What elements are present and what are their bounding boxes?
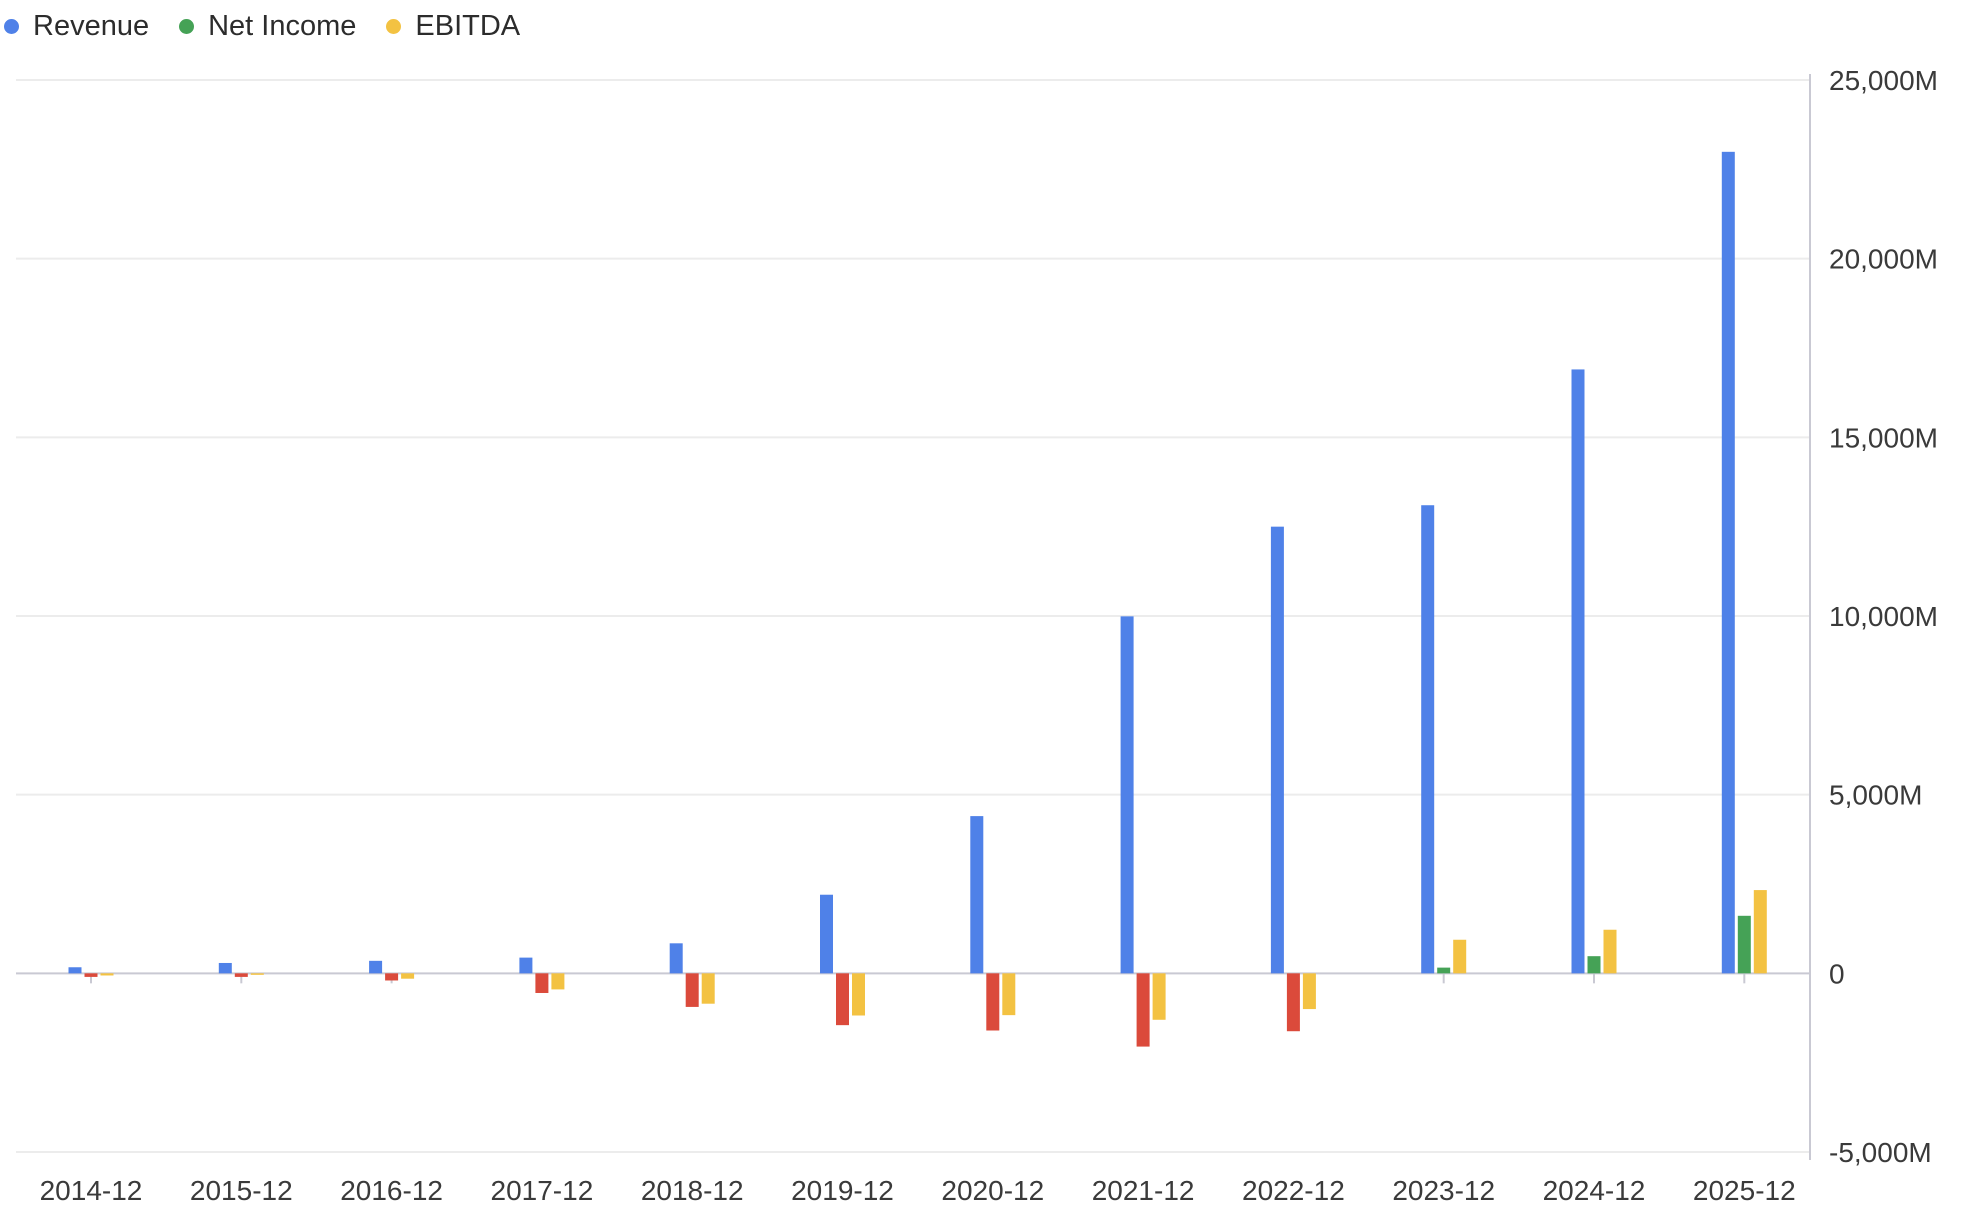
bar-revenue-2022-12[interactable] bbox=[1270, 526, 1284, 974]
y-tick-label: 0 bbox=[1829, 958, 1845, 989]
y-tick-label: 25,000M bbox=[1829, 65, 1938, 96]
x-tick-label: 2025-12 bbox=[1693, 1175, 1796, 1206]
bar-ebitda-2014-12[interactable] bbox=[100, 973, 114, 976]
bar-ebitda-2017-12[interactable] bbox=[551, 973, 565, 990]
bar-net-income-2022-12[interactable] bbox=[1286, 973, 1300, 1032]
legend-dot-revenue bbox=[4, 18, 19, 34]
bar-ebitda-2021-12[interactable] bbox=[1152, 973, 1166, 1020]
bar-ebitda-2025-12[interactable] bbox=[1753, 890, 1767, 974]
legend-dot-net-income bbox=[179, 18, 195, 34]
y-tick-label: 20,000M bbox=[1829, 244, 1938, 275]
legend-label-ebitda: EBITDA bbox=[415, 9, 521, 42]
grid-lines bbox=[16, 79, 1810, 1153]
x-axis-labels: 2014-12 2015-12 2016-12 2017-12 2018-12 2019-… bbox=[40, 1175, 1796, 1206]
bar-net-income-2019-12[interactable] bbox=[836, 973, 849, 1026]
bar-revenue-2025-12[interactable] bbox=[1721, 151, 1735, 974]
bar-ebitda-2020-12[interactable] bbox=[1002, 973, 1016, 1016]
bar-revenue-2021-12[interactable] bbox=[1120, 616, 1134, 974]
y-tick-label: -5,000M bbox=[1829, 1137, 1932, 1168]
x-tick-label: 2020-12 bbox=[941, 1175, 1044, 1206]
bar-ebitda-2016-12[interactable] bbox=[401, 973, 415, 979]
x-tick-label: 2018-12 bbox=[641, 1175, 744, 1206]
y-tick-label: 5,000M bbox=[1829, 780, 1922, 811]
bar-net-income-2017-12[interactable] bbox=[535, 973, 549, 993]
bar-net-income-2018-12[interactable] bbox=[685, 973, 699, 1007]
bar-revenue-2020-12[interactable] bbox=[970, 816, 984, 974]
bar-revenue-2019-12[interactable] bbox=[820, 894, 833, 974]
bar-ebitda-2018-12[interactable] bbox=[701, 973, 715, 1004]
x-tick-label: 2022-12 bbox=[1242, 1175, 1345, 1206]
x-tick-label: 2021-12 bbox=[1092, 1175, 1195, 1206]
bar-ebitda-2022-12[interactable] bbox=[1302, 973, 1316, 1010]
x-tick-label: 2016-12 bbox=[340, 1175, 443, 1206]
y-axis: 25,000M 20,000M 15,000M 10,000M 5,000M 0 -5,00… bbox=[1809, 65, 1938, 1168]
bar-net-income-2021-12[interactable] bbox=[1136, 973, 1150, 1047]
legend-label-net-income: Net Income bbox=[208, 9, 357, 42]
x-tick-label: 2015-12 bbox=[190, 1175, 293, 1206]
legend-item-revenue[interactable]: Revenue bbox=[4, 10, 149, 43]
bar-ebitda-2019-12[interactable] bbox=[852, 973, 865, 1016]
x-tick-label: 2024-12 bbox=[1543, 1175, 1646, 1206]
x-tick-label: 2017-12 bbox=[491, 1175, 594, 1206]
chart-legend: Revenue Net Income EBITDA bbox=[4, 6, 520, 46]
bar-revenue-2016-12[interactable] bbox=[369, 960, 383, 974]
legend-item-ebitda[interactable]: EBITDA bbox=[386, 10, 520, 43]
bar-net-income-2020-12[interactable] bbox=[986, 973, 1000, 1031]
legend-dot-ebitda bbox=[386, 18, 402, 34]
bar-ebitda-2023-12[interactable] bbox=[1453, 939, 1467, 974]
y-tick-label: 10,000M bbox=[1829, 601, 1938, 632]
bar-revenue-2015-12[interactable] bbox=[218, 962, 232, 974]
bar-revenue-2017-12[interactable] bbox=[519, 957, 533, 974]
bar-net-income-2025-12[interactable] bbox=[1737, 915, 1751, 974]
bar-revenue-2018-12[interactable] bbox=[669, 943, 683, 974]
bar-net-income-2015-12[interactable] bbox=[234, 973, 248, 977]
legend-label-revenue: Revenue bbox=[33, 9, 150, 42]
bar-ebitda-2024-12[interactable] bbox=[1603, 929, 1617, 974]
bar-revenue-2024-12[interactable] bbox=[1571, 369, 1585, 974]
bar-net-income-2023-12[interactable] bbox=[1437, 967, 1451, 974]
x-tick-label: 2019-12 bbox=[791, 1175, 894, 1206]
bar-revenue-2014-12[interactable] bbox=[68, 967, 82, 974]
bars bbox=[68, 151, 1767, 1047]
bar-revenue-2023-12[interactable] bbox=[1421, 505, 1435, 974]
bar-ebitda-2015-12[interactable] bbox=[250, 973, 264, 975]
bar-net-income-2024-12[interactable] bbox=[1587, 956, 1601, 974]
y-tick-label: 15,000M bbox=[1829, 422, 1938, 453]
x-tick-label: 2023-12 bbox=[1392, 1175, 1495, 1206]
bar-net-income-2016-12[interactable] bbox=[385, 973, 399, 981]
bar-net-income-2014-12[interactable] bbox=[84, 973, 98, 977]
x-tick-label: 2014-12 bbox=[40, 1175, 143, 1206]
legend-item-net-income[interactable]: Net Income bbox=[179, 10, 356, 43]
